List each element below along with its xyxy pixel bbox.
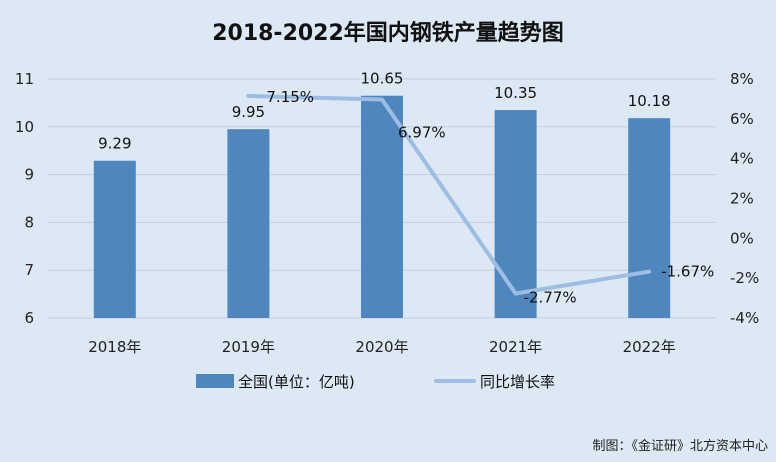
y-right-tick-label: 4% — [730, 150, 754, 168]
y-right-ticks: -4% -2% 0% 2% 4% 6% 8% — [730, 70, 759, 327]
bar-data-label: 10.65 — [361, 70, 404, 88]
x-tick-label: 2021年 — [489, 338, 542, 356]
bar — [93, 160, 136, 318]
bar-data-label: 9.29 — [98, 135, 131, 153]
x-tick-label: 2019年 — [222, 338, 275, 356]
y-right-tick-label: 2% — [730, 190, 754, 208]
bar-data-label: 10.35 — [494, 84, 537, 102]
y-left-tick-label: 9 — [24, 166, 34, 184]
y-right-tick-label: -4% — [730, 309, 759, 327]
legend: 全国(单位：亿吨) 同比增长率 — [196, 373, 555, 391]
y-left-tick-label: 7 — [24, 261, 34, 279]
y-right-tick-label: -2% — [730, 269, 759, 287]
growth-rate-line — [246, 93, 652, 296]
y-right-tick-label: 6% — [730, 110, 754, 128]
y-left-tick-label: 8 — [24, 213, 34, 231]
y-right-tick-label: 8% — [730, 70, 754, 88]
line-data-label: -1.67% — [661, 263, 714, 281]
y-left-tick-label: 6 — [24, 309, 34, 327]
bar — [227, 129, 270, 318]
x-tick-label: 2018年 — [88, 338, 141, 356]
line-data-label: -2.77% — [524, 289, 577, 307]
line-series — [246, 93, 652, 296]
legend-label-bar: 全国(单位：亿吨) — [238, 373, 355, 391]
line-data-label: 7.15% — [266, 88, 314, 106]
y-left-tick-label: 10 — [15, 118, 34, 136]
y-left-ticks: 6 7 8 9 10 11 — [15, 70, 34, 327]
bar — [361, 95, 403, 318]
bar-data-label: 9.95 — [232, 103, 265, 121]
line-data-label: 6.97% — [398, 124, 446, 142]
credit-text: 制图：《金证研》北方资本中心 — [592, 438, 768, 454]
y-left-tick-label: 11 — [15, 70, 34, 88]
legend-label-line: 同比增长率 — [480, 373, 555, 391]
x-tick-label: 2022年 — [623, 338, 676, 356]
chart-title: 2018-2022年国内钢铁产量趋势图 — [212, 20, 564, 46]
bar — [494, 110, 537, 318]
data-labels: 9.29 9.95 10.65 10.35 10.18 7.15% 6.97% -2.77% -… — [98, 70, 714, 307]
x-axis-ticks: 2018年 2019年 2020年 2021年 2022年 — [88, 338, 676, 356]
bar-series — [93, 95, 671, 318]
bar — [628, 118, 671, 318]
y-right-tick-label: 0% — [730, 229, 754, 247]
bar-data-label: 10.18 — [628, 92, 671, 110]
legend-swatch-bar — [196, 374, 234, 388]
x-tick-label: 2020年 — [355, 338, 408, 356]
